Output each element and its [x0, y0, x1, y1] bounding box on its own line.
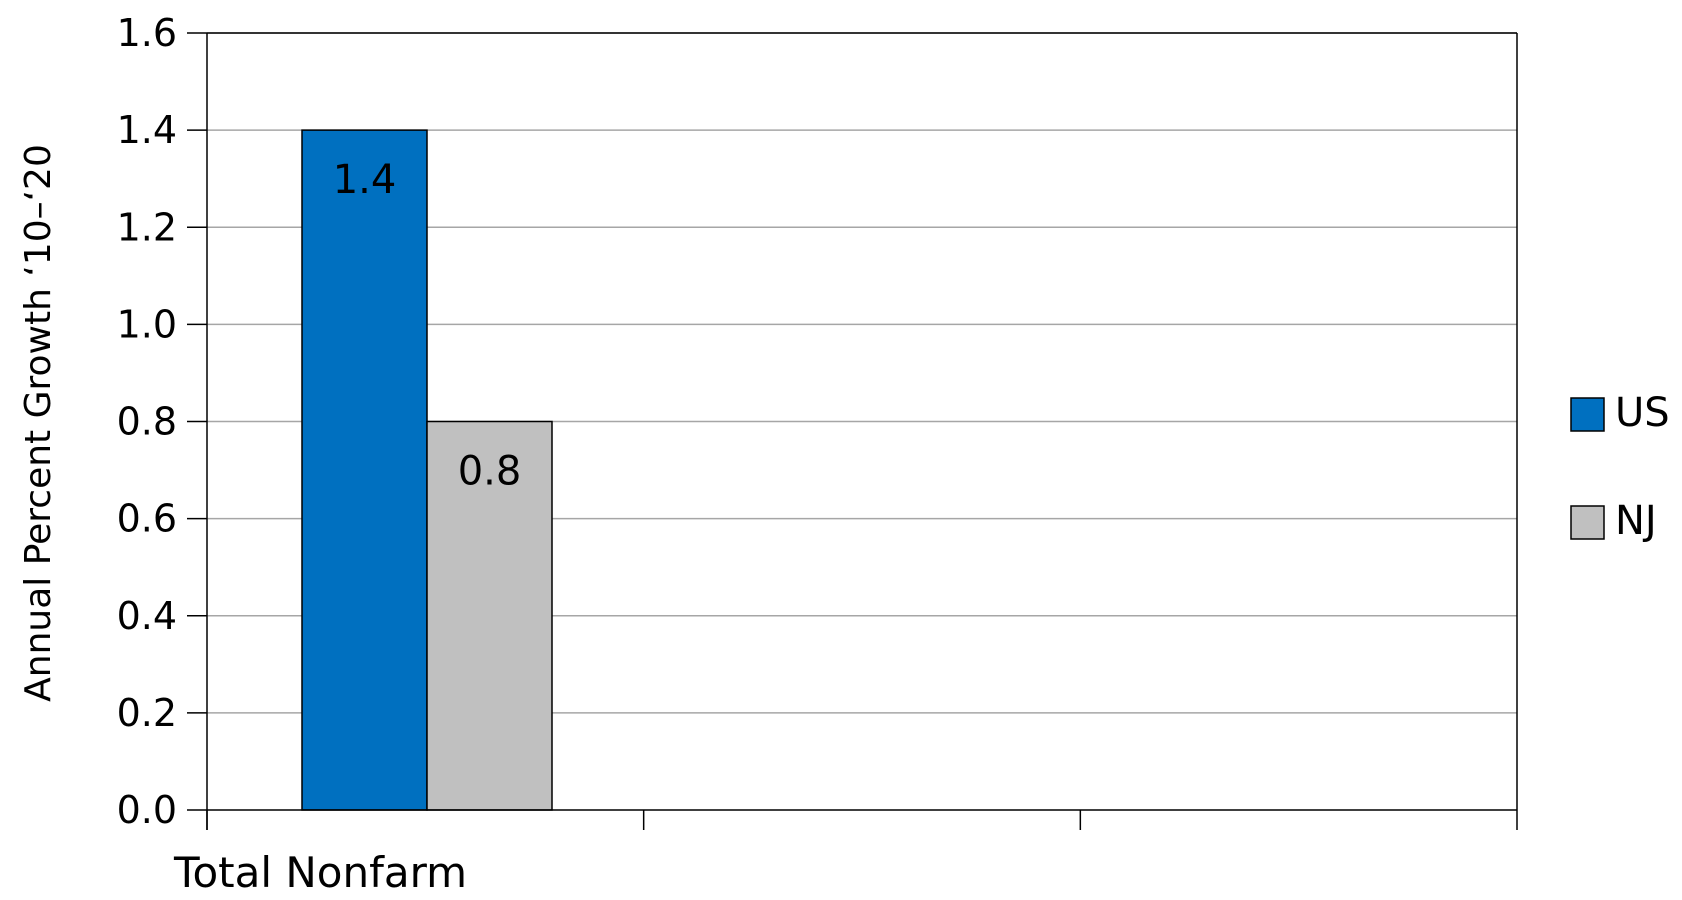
data-label: 1.4 [333, 157, 397, 203]
y-axis-ticks: 0.0 0.2 0.4 0.6 0.8 1.0 1.2 1.4 1.6 [117, 11, 207, 832]
data-label: 0.8 [458, 449, 522, 495]
legend-label-us: US [1615, 390, 1670, 436]
legend-swatch-us [1570, 397, 1605, 432]
legend: US NJ [1570, 390, 1670, 544]
y-tick-label: 0.6 [117, 497, 177, 541]
x-axis-ticks: Total Nonfarm [173, 810, 1518, 897]
y-tick-label: 1.4 [117, 108, 177, 152]
legend-label-nj: NJ [1615, 498, 1657, 544]
y-axis-title: Annual Percent Growth ‘10–‘20 [18, 144, 59, 702]
y-tick-label: 1.0 [117, 302, 177, 346]
y-tick-label: 1.2 [117, 205, 177, 249]
bar-us [301, 129, 428, 811]
y-tick-label: 0.4 [117, 594, 177, 638]
y-tick-label: 1.6 [117, 11, 177, 55]
y-tick-label: 0.0 [117, 788, 177, 832]
axes [206, 32, 1518, 830]
bar-nj [426, 420, 553, 811]
bars: 1.4 0.8 [301, 129, 553, 811]
y-tick-label: 0.8 [117, 400, 177, 444]
x-category-label: Total Nonfarm [173, 848, 467, 897]
legend-swatch-nj [1570, 505, 1605, 540]
y-tick-label: 0.2 [117, 691, 177, 735]
